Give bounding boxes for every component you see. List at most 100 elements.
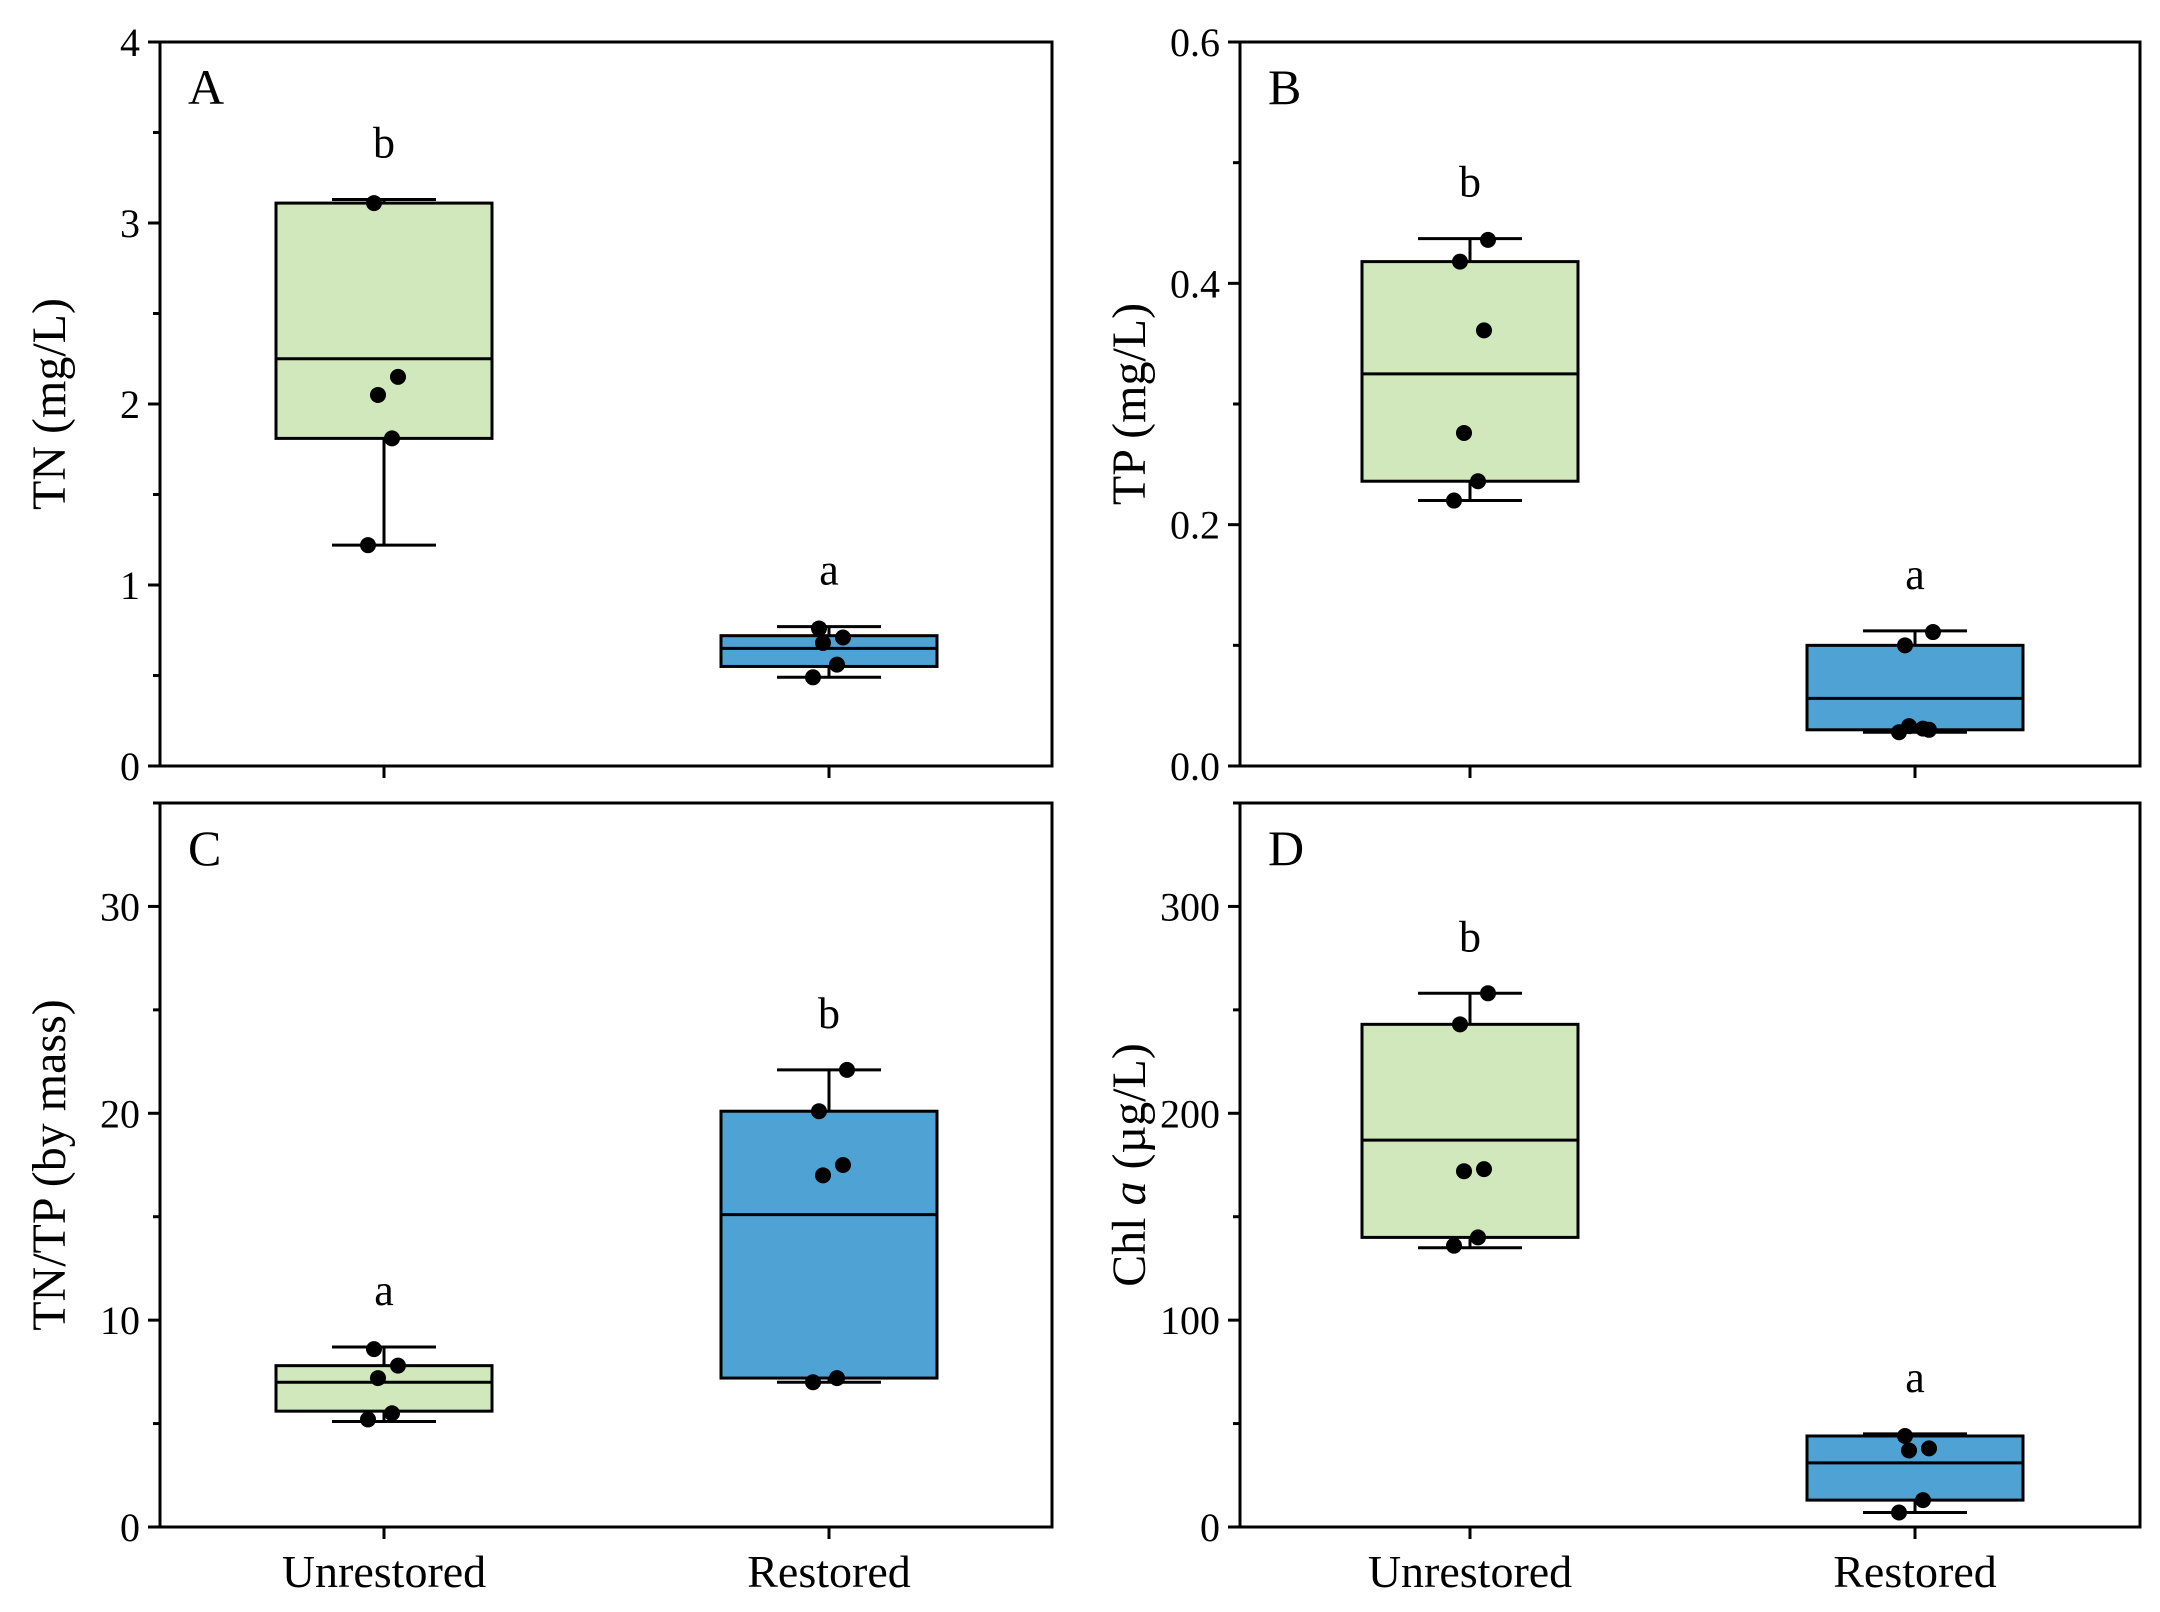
- data-point: [370, 386, 386, 403]
- data-point: [1921, 1440, 1937, 1457]
- y-tick-label-a: 2: [120, 382, 140, 427]
- data-point: [811, 1103, 827, 1120]
- data-point: [366, 1341, 382, 1358]
- panel-b: 0.0 0.2 0.4 0.6 TP (mg/L) Bb a: [1103, 20, 2142, 789]
- significance-letter: a: [1905, 1353, 1925, 1402]
- data-point: [390, 368, 406, 385]
- box-body: [274, 201, 494, 440]
- data-point: [805, 1374, 821, 1391]
- data-point: [1452, 253, 1468, 270]
- panel-letter-c: C: [188, 820, 221, 876]
- data-point: [390, 1357, 406, 1374]
- significance-letter: b: [373, 118, 395, 167]
- y-tick-label-c: 30: [100, 884, 140, 929]
- box-body: [274, 1364, 494, 1413]
- data-point: [1925, 624, 1941, 641]
- box-body: [1360, 260, 1580, 483]
- y-tick-label-b: 0.2: [1170, 503, 1220, 548]
- data-point: [835, 629, 851, 646]
- data-point: [1921, 721, 1937, 738]
- data-point: [839, 1061, 855, 1078]
- box-a-restored: a: [719, 546, 939, 686]
- panel-letter-a: A: [188, 59, 224, 115]
- data-point: [829, 656, 845, 673]
- y-tick-label-d: 300: [1160, 884, 1220, 929]
- data-point: [1915, 1492, 1931, 1509]
- data-point: [815, 634, 831, 651]
- data-point: [835, 1157, 851, 1173]
- data-point: [811, 620, 827, 637]
- y-tick-label-a: 3: [120, 201, 140, 246]
- box-b-unrestored: b: [1360, 158, 1580, 509]
- significance-letter: b: [1459, 158, 1481, 207]
- significance-letter: a: [374, 1266, 394, 1315]
- y-axis-title-b: TP (mg/L): [1103, 303, 1156, 505]
- data-point: [1470, 1229, 1486, 1246]
- panel-letter-b: B: [1268, 59, 1301, 115]
- y-tick-label-c: 10: [100, 1298, 140, 1343]
- data-point: [1446, 492, 1462, 509]
- y-tick-label-a: 4: [120, 20, 140, 65]
- y-axis-title-a: TN (mg/L): [23, 298, 76, 510]
- data-point: [1456, 1163, 1472, 1180]
- data-point: [1901, 718, 1917, 735]
- significance-letter: b: [818, 989, 840, 1038]
- data-point: [1470, 473, 1486, 490]
- data-point: [384, 430, 400, 447]
- data-point: [366, 195, 382, 212]
- data-point: [360, 537, 376, 554]
- box-body: [1805, 643, 2025, 732]
- y-tick-label-b: 0.0: [1170, 744, 1220, 789]
- data-point: [360, 1411, 376, 1428]
- box-body: [1360, 1022, 1580, 1239]
- box-b-restored: a: [1805, 550, 2025, 741]
- data-point: [1476, 1161, 1492, 1178]
- data-point: [1897, 637, 1913, 654]
- data-point: [1446, 1237, 1462, 1254]
- box-a-unrestored: b: [274, 118, 494, 554]
- y-axis-title-c: TN/TP (by mass): [23, 999, 76, 1331]
- plot-frame-c: [158, 801, 1054, 1529]
- box-c-restored: b: [719, 989, 939, 1391]
- y-tick-label-b: 0.6: [1170, 20, 1220, 65]
- y-tick-label-a: 0: [120, 744, 140, 789]
- box-body: [719, 634, 939, 668]
- data-point: [1456, 424, 1472, 441]
- data-point: [370, 1370, 386, 1387]
- plot-frame-d: [1238, 801, 2142, 1529]
- panel-a: 0 1 2 3 4 TN (mg/L) Ab a: [23, 20, 1054, 789]
- y-tick-label-b: 0.4: [1170, 261, 1220, 306]
- data-point: [1452, 1016, 1468, 1033]
- x-category-label-c: Restored: [747, 1546, 911, 1597]
- y-tick-label-d: 0: [1200, 1505, 1220, 1550]
- significance-letter: a: [1905, 550, 1925, 599]
- data-point: [1897, 1427, 1913, 1444]
- y-tick-label-c: 20: [100, 1091, 140, 1136]
- panel-c: 0 10 20 30 TN/TP (by mass) C Unrestored Restore…: [23, 801, 1054, 1597]
- data-point: [829, 1370, 845, 1387]
- panel-letter-d: D: [1268, 820, 1304, 876]
- box-d-restored: a: [1805, 1353, 2025, 1521]
- x-category-label-d: Restored: [1833, 1546, 1997, 1597]
- box-d-unrestored: b: [1360, 912, 1580, 1254]
- y-tick-label-d: 100: [1160, 1298, 1220, 1343]
- data-point: [1901, 1442, 1917, 1459]
- significance-letter: a: [819, 546, 839, 595]
- data-point: [1891, 1504, 1907, 1521]
- y-tick-label-d: 200: [1160, 1091, 1220, 1136]
- x-category-label-d: Unrestored: [1368, 1546, 1572, 1597]
- x-category-label-c: Unrestored: [282, 1546, 486, 1597]
- y-tick-label-a: 1: [120, 563, 140, 608]
- data-point: [1476, 322, 1492, 339]
- data-point: [384, 1405, 400, 1422]
- data-point: [1480, 985, 1496, 1002]
- y-tick-label-c: 0: [120, 1505, 140, 1550]
- data-point: [815, 1167, 831, 1184]
- data-point: [1480, 231, 1496, 248]
- box-c-unrestored: a: [274, 1266, 494, 1428]
- significance-letter: b: [1459, 912, 1481, 961]
- box-body: [719, 1109, 939, 1380]
- data-point: [805, 669, 821, 686]
- panel-d: 0 100 200 300 Chl a (µg/L) D Unrestored Restore…: [1103, 801, 2142, 1597]
